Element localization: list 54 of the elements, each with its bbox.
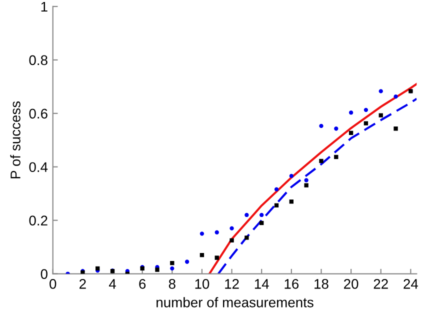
x-tick-label: 18: [314, 279, 328, 289]
point: [274, 187, 279, 192]
x-tick-label: 4: [108, 279, 116, 289]
y-axis-title: P of success: [10, 101, 20, 178]
point: [200, 232, 204, 236]
point: [260, 212, 264, 218]
point: [184, 260, 190, 264]
x-tick-label: 2: [80, 279, 86, 289]
point: [348, 130, 354, 135]
point: [289, 200, 294, 204]
point: [170, 261, 174, 266]
point: [378, 113, 383, 118]
point: [304, 183, 308, 188]
point: [230, 238, 234, 242]
point: [170, 266, 174, 271]
point: [214, 230, 219, 234]
x-tick-label: 24: [404, 279, 418, 289]
x-tick-label: 12: [225, 279, 239, 289]
y-tick-label: 0.2: [29, 216, 48, 226]
y-tick-label: 0: [40, 269, 48, 279]
point: [378, 89, 383, 94]
point: [334, 154, 338, 160]
x-tick-label: 14: [254, 279, 269, 289]
x-axis-title: number of measurements: [156, 297, 314, 308]
y-tick-label: 0.8: [29, 55, 48, 66]
point: [348, 110, 354, 115]
y-tick-label: 0.4: [29, 162, 48, 172]
x-tick-label: 8: [168, 279, 176, 289]
x-tick-label: 16: [284, 279, 299, 289]
x-tick-label: 10: [195, 279, 210, 289]
y-tick-label: 1: [41, 2, 48, 12]
point: [260, 220, 264, 226]
point: [244, 236, 249, 240]
point: [319, 158, 324, 164]
point: [289, 174, 294, 178]
point: [334, 126, 338, 131]
point: [214, 256, 219, 260]
y-tick-label: 0.6: [29, 108, 48, 119]
point: [394, 126, 398, 131]
x-tick-label: 20: [344, 279, 358, 289]
point: [394, 94, 398, 99]
point: [244, 212, 249, 218]
point: [96, 266, 100, 271]
point: [364, 121, 368, 126]
x-tick-label: 0: [50, 279, 56, 289]
point: [304, 178, 308, 182]
point: [319, 124, 324, 128]
point: [155, 268, 160, 272]
point: [230, 226, 234, 230]
point: [200, 252, 204, 258]
x-tick-label: 22: [374, 279, 388, 289]
x-tick-label: 6: [139, 279, 146, 289]
point: [274, 203, 279, 208]
point: [364, 108, 368, 112]
